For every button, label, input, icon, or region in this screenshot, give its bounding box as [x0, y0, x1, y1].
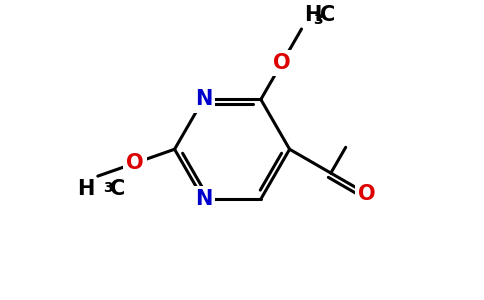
- Text: N: N: [195, 89, 212, 110]
- Text: O: O: [126, 153, 144, 173]
- Text: O: O: [358, 184, 376, 204]
- Text: N: N: [195, 189, 212, 209]
- Text: 3: 3: [314, 13, 323, 27]
- Text: C: C: [320, 5, 335, 25]
- Text: O: O: [273, 53, 290, 74]
- Text: 3: 3: [103, 181, 112, 195]
- Text: H: H: [77, 179, 95, 199]
- Text: H: H: [304, 5, 322, 25]
- Text: C: C: [110, 179, 125, 199]
